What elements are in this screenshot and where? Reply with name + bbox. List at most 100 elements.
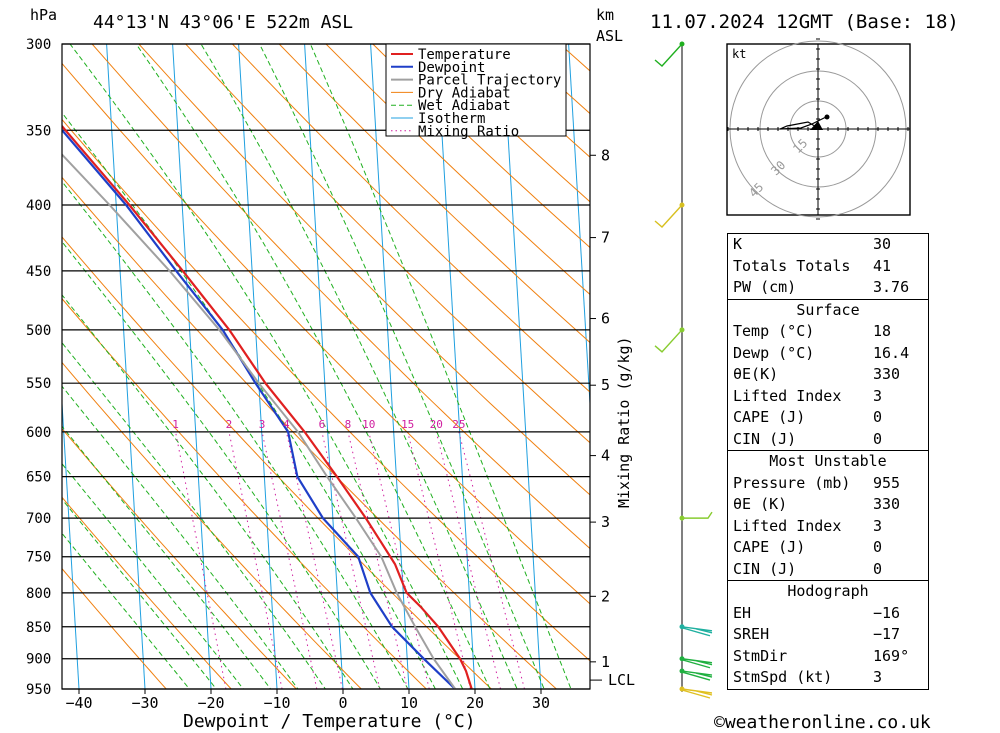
- pressure-tick-label: 300: [26, 37, 51, 53]
- x-tick-label: −20: [197, 694, 224, 712]
- stat-row-temp: Temp (°C) 18: [733, 322, 892, 340]
- mixing-ratio-axis-title: Mixing Ratio (g/kg): [615, 336, 633, 508]
- dry-adiabat-line: [278, 44, 590, 344]
- stat-row-dewp: Dewp (°C) 16.4: [733, 343, 910, 362]
- pressure-tick-label: 600: [26, 425, 51, 441]
- wet-adiabat-line: [62, 532, 191, 689]
- stat-row-cin: CIN (J) 0: [733, 559, 883, 578]
- isotherm-line: [568, 44, 590, 412]
- hodograph-trace: [779, 116, 827, 130]
- wind-barb: [681, 626, 713, 637]
- stat-row-stmspd: StmSpd (kt) 3: [733, 668, 883, 686]
- wet-adiabat-line: [135, 44, 491, 689]
- wet-adiabat-line: [69, 44, 464, 689]
- dry-adiabat-line: [62, 118, 590, 662]
- pressure-tick-label: 450: [26, 264, 51, 280]
- surface-heading: Surface: [796, 300, 860, 319]
- isotherm-line: [502, 44, 542, 689]
- stat-row-k: K 30: [733, 235, 892, 253]
- hodograph-heading: Hodograph: [787, 582, 869, 600]
- mixing-ratio-line: [285, 431, 343, 689]
- isotherm-line: [304, 44, 344, 689]
- dry-adiabat-line: [325, 44, 590, 296]
- pressure-axis: 300 350 400 450 500 550 600 650 700 750 800 850 900 9…: [26, 37, 51, 698]
- dry-adiabat-line: [62, 361, 363, 689]
- wet-adiabat-line: [62, 498, 217, 689]
- wet-adiabat-line: [200, 44, 518, 689]
- wet-adiabat-line: [259, 44, 545, 689]
- km-tick-label: 5: [601, 376, 610, 394]
- stats-table: K 30 Totals Totals 41 PW (cm) 3.76 Surface …: [727, 233, 929, 690]
- pressure-tick-label: 550: [26, 376, 51, 392]
- mixing-ratio-label: 10: [362, 418, 375, 431]
- dry-adiabat-line: [372, 44, 590, 249]
- mixing-ratio-line: [368, 431, 430, 689]
- datetime-title: 11.07.2024 12GMT (Base: 18): [650, 11, 959, 33]
- mixing-ratio-line: [321, 431, 381, 689]
- wind-barb: [681, 670, 713, 681]
- dry-adiabat-line: [138, 44, 590, 496]
- km-tick-label: 2: [601, 587, 610, 605]
- pressure-tick-label: 850: [26, 620, 51, 636]
- mixing-ratio-label: 3: [259, 418, 266, 431]
- wind-barb: [681, 658, 713, 669]
- legend-label: Dry Adiabat: [418, 85, 511, 101]
- mixing-ratio-line: [228, 431, 283, 689]
- credit: ©weatheronline.co.uk: [714, 712, 931, 733]
- wind-barb: [682, 511, 713, 519]
- parcel-trajectory-line: [62, 153, 457, 689]
- pressure-tick-label: 700: [26, 511, 51, 527]
- pressure-tick-label: 400: [26, 198, 51, 214]
- isotherm-line: [238, 44, 278, 689]
- stat-row-cape: CAPE (J) 0: [733, 538, 883, 556]
- isotherm-line: [172, 44, 212, 689]
- stat-row-stmdir: StmDir 169°: [733, 646, 910, 665]
- x-tick-label: −10: [263, 694, 290, 712]
- hodograph-section: Hodograph EH −16 SREH −17 StmDir 169° StmSp…: [728, 580, 928, 689]
- temperature-line: [62, 124, 473, 689]
- x-tick-label: −40: [65, 694, 92, 712]
- km-tick-label: 1: [601, 653, 610, 671]
- pressure-tick-label: 800: [26, 586, 51, 602]
- asl-label: ASL: [596, 27, 623, 45]
- legend-label: Temperature: [418, 47, 511, 63]
- wind-barb: [654, 329, 683, 353]
- legend-label: Parcel Trajectory: [418, 73, 561, 89]
- mixing-ratio-label: 1: [172, 418, 179, 431]
- x-tick-label: 0: [338, 694, 347, 712]
- stat-row-lifted-index: Lifted Index 3: [733, 516, 883, 535]
- wet-adiabat-line: [62, 180, 409, 689]
- wind-barb: [654, 204, 683, 228]
- hodograph-end-dot: [824, 114, 830, 120]
- km-tick-label: 6: [601, 310, 610, 328]
- most-unstable-section: Most Unstable Pressure (mb) 955 θE (K) 330…: [728, 450, 928, 580]
- general-section: K 30 Totals Totals 41 PW (cm) 3.76: [728, 234, 928, 299]
- stat-row-theta-e: θE (K) 330: [733, 495, 901, 513]
- x-axis-title: Dewpoint / Temperature (°C): [183, 711, 476, 732]
- mixing-ratio-line: [407, 431, 471, 689]
- legend-label: Wet Adiabat: [418, 98, 511, 114]
- stat-row-cape: CAPE (J) 0: [733, 408, 883, 426]
- storm-motion-marker: [810, 121, 823, 130]
- km-tick-label: 3: [601, 513, 610, 531]
- mixing-ratio-label: 2: [226, 418, 233, 431]
- km-tick-label: 8: [601, 146, 610, 164]
- mixing-ratio-line: [458, 431, 525, 689]
- wet-adiabat-line: [62, 341, 327, 689]
- stat-row-cin: CIN (J) 0: [733, 429, 883, 448]
- stat-row-theta-e: θE(K) 330: [733, 365, 901, 383]
- dewpoint-line: [62, 128, 456, 689]
- most-unstable-heading: Most Unstable: [769, 452, 887, 470]
- pressure-tick-label: 750: [26, 550, 51, 566]
- dry-adiabat-line: [91, 44, 590, 550]
- dry-adiabat-line: [62, 62, 590, 605]
- wind-barb: [681, 688, 713, 699]
- isotherm-line: [0, 44, 13, 689]
- dry-adiabat-line: [185, 44, 590, 444]
- wet-adiabat-line: [62, 294, 354, 689]
- x-tick-label: 30: [532, 694, 550, 712]
- plot-frame: [61, 43, 591, 690]
- stat-row-totals-totals: Totals Totals 41: [733, 256, 892, 275]
- temperature-axis: −40 −30 −20 −10 0 10 20 30: [65, 689, 550, 712]
